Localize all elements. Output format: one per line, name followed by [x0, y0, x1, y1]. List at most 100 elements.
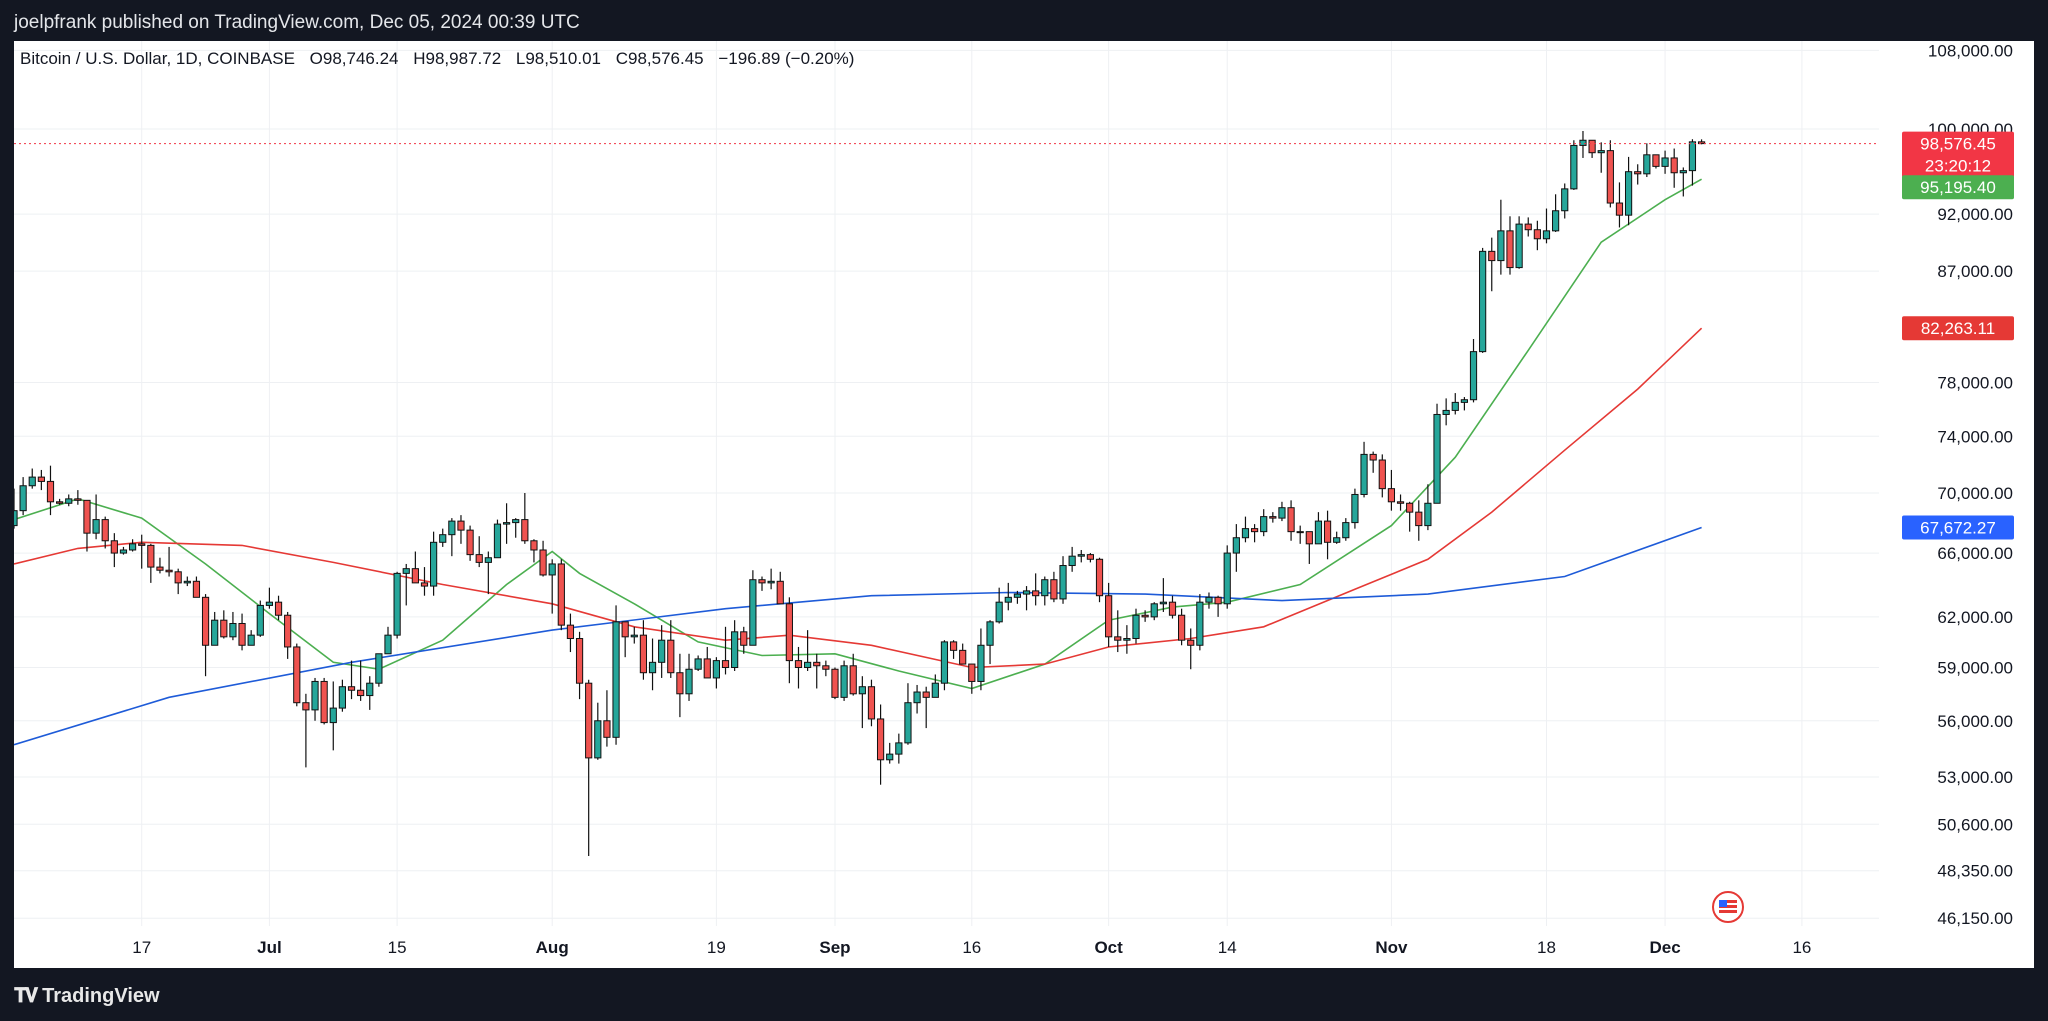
candle-body: [457, 520, 465, 531]
candle-body: [1150, 603, 1158, 618]
candle-body: [165, 569, 173, 573]
candle-body: [466, 529, 474, 556]
candle-body: [940, 641, 949, 684]
candle: [220, 610, 228, 639]
candle: [1387, 469, 1396, 511]
candle-body: [521, 519, 529, 542]
candle-body: [703, 658, 711, 679]
legend-close: C98,576.45: [616, 49, 704, 68]
candle-body: [1670, 157, 1678, 174]
x-tick-label: 19: [707, 938, 726, 957]
candle-body: [1260, 516, 1268, 533]
candle: [1406, 501, 1414, 532]
candle: [639, 620, 648, 680]
candle: [922, 686, 930, 729]
candle: [931, 674, 939, 698]
candle: [1579, 131, 1587, 158]
candle: [1260, 509, 1268, 537]
candle: [1095, 557, 1104, 603]
candle: [1606, 140, 1614, 208]
candle-body: [357, 689, 365, 697]
candle-body: [19, 485, 27, 512]
candle-body: [658, 639, 666, 663]
candle: [740, 626, 748, 654]
candle-body: [448, 520, 456, 536]
candle: [1205, 592, 1213, 609]
candle-body: [758, 579, 766, 584]
candle-body: [995, 601, 1003, 623]
candle-body: [1022, 590, 1031, 595]
candle: [949, 640, 958, 659]
y-tick-label: 92,000.00: [1937, 205, 2013, 224]
publisher-header: joelpfrank published on TradingView.com,…: [0, 0, 2048, 41]
tradingview-logo[interactable]: 𝐓𝐕 TradingView: [14, 985, 160, 1008]
candle: [1369, 451, 1377, 473]
candle: [1068, 546, 1076, 572]
price-label-ma_mid: 82,263.11: [1902, 316, 2014, 341]
candle: [201, 594, 210, 677]
candle: [1497, 199, 1505, 275]
flag-icon[interactable]: [1712, 891, 1744, 923]
candle: [92, 494, 100, 540]
candle: [1479, 247, 1487, 353]
x-tick-label: 17: [132, 938, 151, 957]
candle: [1378, 454, 1386, 498]
y-tick-label: 87,000.00: [1937, 262, 2013, 281]
x-tick-label: Nov: [1375, 938, 1408, 957]
candle: [858, 676, 866, 729]
y-tick-label: 53,000.00: [1937, 768, 2013, 787]
candle-body: [1451, 401, 1459, 411]
candle-body: [959, 649, 967, 665]
candle: [320, 677, 328, 725]
candle: [1159, 578, 1167, 612]
candle: [521, 493, 529, 544]
candle-body: [329, 707, 337, 724]
candle: [557, 559, 565, 631]
candle: [1661, 150, 1669, 174]
candle: [1250, 524, 1259, 543]
candle: [1287, 500, 1295, 541]
candle: [1396, 494, 1405, 511]
candle: [457, 515, 465, 544]
ma-line-ma_long: [14, 526, 1702, 746]
candle-body: [548, 563, 556, 576]
candle: [1214, 595, 1222, 617]
candle: [822, 660, 830, 677]
candle-body: [1314, 520, 1323, 545]
candle: [1187, 628, 1195, 670]
candle-body: [156, 566, 164, 571]
candle-body: [685, 668, 693, 695]
candle-body: [648, 661, 657, 674]
candle-body: [922, 691, 930, 698]
candle-body: [220, 619, 228, 638]
candle-body: [14, 510, 18, 527]
candlestick-chart[interactable]: 108,000.00100,000.0092,000.0087,000.0078…: [14, 41, 2034, 968]
candle: [493, 519, 502, 559]
candle-body: [1396, 501, 1405, 504]
countdown-text: 23:20:12: [1925, 157, 1991, 176]
candle-body: [320, 680, 328, 724]
candle-body: [1624, 171, 1633, 216]
candle-body: [502, 522, 511, 525]
candle: [165, 546, 173, 577]
candle: [256, 600, 264, 637]
price-label-bg: [1902, 175, 2014, 200]
candle: [65, 494, 73, 507]
candle-body: [694, 658, 702, 670]
candle: [758, 576, 766, 591]
candle: [1132, 608, 1140, 644]
candle: [1086, 553, 1094, 563]
candle-body: [311, 680, 319, 711]
candle: [46, 465, 55, 516]
y-tick-label: 50,600.00: [1937, 815, 2013, 834]
candle-body: [831, 668, 839, 698]
candle-body: [1697, 141, 1706, 145]
candle: [749, 570, 757, 646]
candle-body: [1570, 144, 1578, 190]
candle: [448, 518, 456, 557]
candle: [1588, 139, 1596, 158]
candle: [430, 531, 438, 596]
price-label-text: 98,576.45: [1920, 135, 1996, 154]
candle: [1013, 590, 1022, 604]
candle-body: [74, 498, 82, 501]
